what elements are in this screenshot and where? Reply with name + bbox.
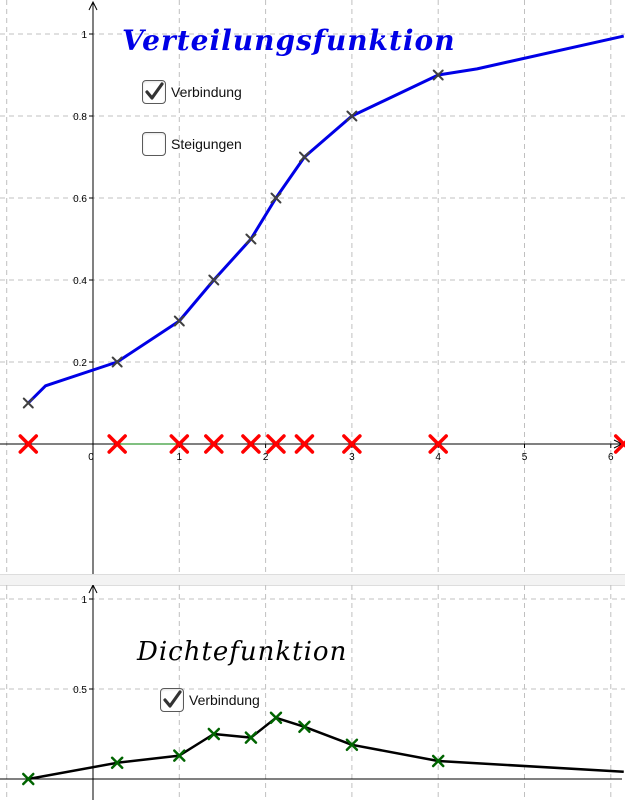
y-tick-label: 0.5 [73, 685, 87, 696]
cdf-title: Verteilungsfunktion [122, 24, 456, 57]
y-tick-label: 1 [81, 30, 87, 41]
pdf-title: Dichtefunktion [137, 637, 348, 667]
cdf-point [173, 315, 185, 327]
cdf-point [22, 397, 34, 409]
sample-point [294, 434, 315, 454]
cdf-point [270, 192, 282, 204]
sample-point [266, 434, 286, 454]
pdf-point [22, 772, 35, 786]
pdf-point [269, 711, 283, 725]
checkbox-box[interactable] [160, 688, 184, 712]
y-tick-label: 0.2 [73, 358, 87, 369]
y-axis-arrow [88, 585, 98, 594]
y-axis-arrow [88, 0, 98, 11]
steigungen-checkbox[interactable]: Steigungen [142, 132, 242, 156]
sample-point [204, 434, 224, 454]
pdf-line [28, 716, 624, 781]
y-tick-label: 0.6 [73, 194, 87, 205]
cdf-point [432, 69, 444, 81]
y-tick-label: 1 [81, 595, 87, 606]
sample-point [241, 434, 261, 454]
cdf-plot[interactable]: 0.2 0.4 0.6 0.8 1 0 1 2 3 4 5 6 [0, 0, 625, 575]
cdf-point [346, 110, 358, 122]
verbindung-checkbox-top[interactable]: Verbindung [142, 80, 242, 104]
sample-point [169, 434, 190, 454]
pane-separator[interactable] [0, 574, 625, 586]
check-icon [163, 690, 182, 708]
check-icon [145, 82, 164, 100]
cdf-point [208, 274, 220, 286]
cdf-point [245, 233, 257, 245]
x-tick-label: 2 [263, 452, 269, 463]
pdf-point [345, 738, 359, 752]
x-tick-label: 0 [88, 452, 94, 463]
pdf-point [110, 756, 124, 770]
pdf-point [431, 754, 445, 768]
pdf-plot[interactable]: 0.51 [0, 585, 625, 800]
x-tick-label: 1 [177, 452, 183, 463]
pdf-point [207, 727, 221, 741]
x-tick-label: 6 [608, 452, 614, 463]
pdf-point [244, 731, 258, 744]
checkbox-box[interactable] [142, 132, 166, 156]
pdf-point [173, 749, 186, 762]
x-tick-label: 3 [349, 452, 355, 463]
pdf-point [298, 720, 311, 734]
cdf-line [27, 34, 625, 405]
sample-point [613, 434, 625, 454]
sample-point [18, 434, 39, 454]
checkbox-box[interactable] [142, 80, 166, 104]
y-tick-label: 0.4 [73, 276, 87, 287]
verbindung-checkbox-bottom[interactable]: Verbindung [160, 688, 260, 712]
cdf-point [111, 356, 123, 368]
checkbox-label: Steigungen [171, 136, 242, 152]
y-tick-label: 0.8 [73, 112, 87, 123]
sample-point [107, 434, 127, 454]
checkbox-label: Verbindung [189, 692, 260, 708]
x-tick-label: 5 [522, 452, 528, 463]
checkbox-label: Verbindung [171, 84, 242, 100]
cdf-point [298, 151, 310, 163]
sample-point [428, 434, 448, 454]
x-tick-label: 4 [435, 452, 441, 463]
sample-point [342, 434, 362, 454]
